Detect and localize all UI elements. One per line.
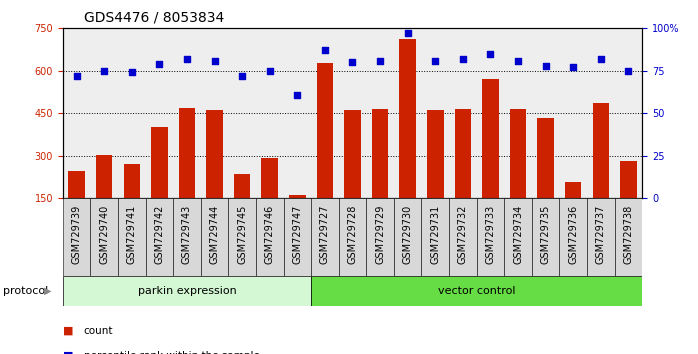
Point <box>98 68 110 74</box>
Text: GSM729735: GSM729735 <box>541 205 551 264</box>
Bar <box>454 109 471 198</box>
Text: GSM729732: GSM729732 <box>458 205 468 264</box>
Point <box>347 59 358 65</box>
Bar <box>593 103 609 198</box>
Bar <box>344 110 361 198</box>
Point <box>154 61 165 67</box>
Point <box>567 64 579 70</box>
FancyBboxPatch shape <box>614 198 642 276</box>
Text: GSM729743: GSM729743 <box>182 205 192 264</box>
Point <box>292 92 303 97</box>
FancyBboxPatch shape <box>118 198 146 276</box>
Text: ■: ■ <box>63 326 73 336</box>
Point <box>319 47 330 53</box>
Bar <box>565 182 581 198</box>
Text: parkin expression: parkin expression <box>138 286 237 296</box>
Text: GSM729744: GSM729744 <box>209 205 220 264</box>
Text: GSM729740: GSM729740 <box>99 205 109 264</box>
FancyBboxPatch shape <box>366 198 394 276</box>
FancyBboxPatch shape <box>146 198 173 276</box>
FancyBboxPatch shape <box>311 198 339 276</box>
Text: GSM729729: GSM729729 <box>375 205 385 264</box>
Text: GSM729736: GSM729736 <box>568 205 578 264</box>
Bar <box>234 173 251 198</box>
Text: GSM729746: GSM729746 <box>265 205 275 264</box>
FancyBboxPatch shape <box>532 198 559 276</box>
Text: GSM729734: GSM729734 <box>513 205 523 264</box>
Text: GSM729741: GSM729741 <box>127 205 137 264</box>
Point <box>375 58 386 63</box>
Text: GDS4476 / 8053834: GDS4476 / 8053834 <box>84 11 224 25</box>
FancyBboxPatch shape <box>201 198 228 276</box>
Bar <box>399 39 416 198</box>
Point <box>209 58 220 63</box>
Text: GSM729727: GSM729727 <box>320 205 330 264</box>
Point <box>402 30 413 36</box>
FancyBboxPatch shape <box>311 276 642 306</box>
Text: ■: ■ <box>63 351 73 354</box>
Point <box>430 58 441 63</box>
Point <box>457 56 468 62</box>
FancyBboxPatch shape <box>422 198 449 276</box>
Point <box>540 63 551 69</box>
FancyBboxPatch shape <box>587 198 614 276</box>
Text: GSM729747: GSM729747 <box>292 205 302 264</box>
Point <box>595 56 607 62</box>
Point <box>264 68 275 74</box>
Bar <box>124 164 140 198</box>
Bar <box>482 79 498 198</box>
Text: vector control: vector control <box>438 286 515 296</box>
Text: GSM729731: GSM729731 <box>430 205 440 264</box>
Text: protocol: protocol <box>3 286 49 296</box>
Point <box>181 56 193 62</box>
FancyBboxPatch shape <box>63 276 311 306</box>
FancyBboxPatch shape <box>559 198 587 276</box>
Text: GSM729737: GSM729737 <box>596 205 606 264</box>
Point <box>512 58 524 63</box>
Text: percentile rank within the sample: percentile rank within the sample <box>84 351 260 354</box>
Text: GSM729733: GSM729733 <box>485 205 496 264</box>
Point <box>237 73 248 79</box>
FancyBboxPatch shape <box>394 198 422 276</box>
Bar <box>510 109 526 198</box>
Bar <box>207 110 223 198</box>
Bar <box>262 158 278 198</box>
FancyBboxPatch shape <box>477 198 504 276</box>
FancyBboxPatch shape <box>339 198 366 276</box>
FancyBboxPatch shape <box>256 198 283 276</box>
Text: GSM729739: GSM729739 <box>72 205 82 264</box>
Text: count: count <box>84 326 113 336</box>
Bar <box>68 171 85 198</box>
Point <box>485 51 496 57</box>
Bar <box>96 155 112 198</box>
Bar <box>620 161 637 198</box>
Point <box>126 70 138 75</box>
Bar <box>151 127 168 198</box>
FancyBboxPatch shape <box>504 198 532 276</box>
FancyBboxPatch shape <box>228 198 256 276</box>
Bar <box>372 109 388 198</box>
Text: GSM729730: GSM729730 <box>403 205 413 264</box>
Text: ▶: ▶ <box>44 286 52 296</box>
Text: GSM729728: GSM729728 <box>348 205 357 264</box>
FancyBboxPatch shape <box>449 198 477 276</box>
FancyBboxPatch shape <box>173 198 201 276</box>
Text: GSM729745: GSM729745 <box>237 205 247 264</box>
FancyBboxPatch shape <box>91 198 118 276</box>
Bar <box>179 108 195 198</box>
Text: GSM729742: GSM729742 <box>154 205 164 264</box>
FancyBboxPatch shape <box>283 198 311 276</box>
Bar <box>289 195 306 198</box>
Bar <box>317 63 333 198</box>
Text: GSM729738: GSM729738 <box>623 205 633 264</box>
Point <box>623 68 634 74</box>
Bar <box>427 110 443 198</box>
Point <box>71 73 82 79</box>
FancyBboxPatch shape <box>63 198 91 276</box>
Bar <box>537 118 554 198</box>
